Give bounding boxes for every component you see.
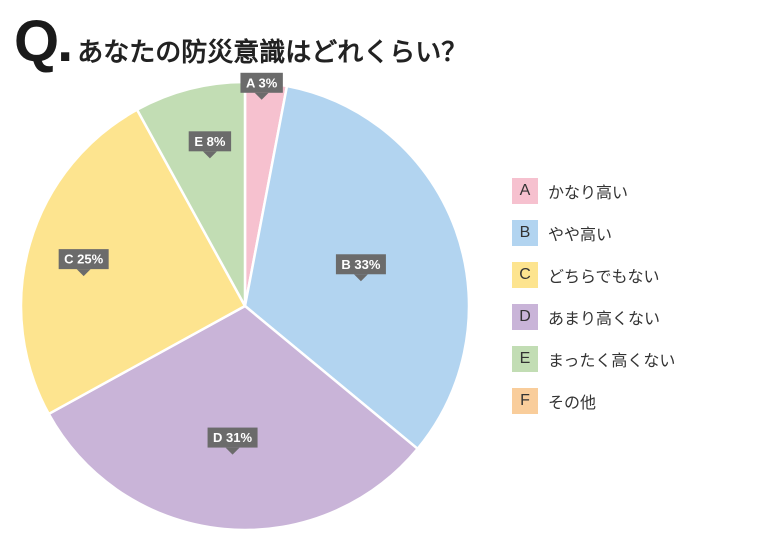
question-mark: Q. <box>14 9 73 74</box>
legend-label-f: その他 <box>548 393 597 412</box>
legend-item-f: F その他 <box>512 387 675 415</box>
callout-box-d <box>207 427 258 448</box>
callout-e: E 8% <box>188 131 232 159</box>
legend-swatch-a: A <box>512 178 538 204</box>
pie-slice-c <box>19 108 247 416</box>
callout-label-d: D 31% <box>213 430 252 445</box>
legend-label-d: あまり高くない <box>548 309 661 328</box>
legend-swatch-f: F <box>512 388 538 414</box>
callout-label-b: B 33% <box>341 257 380 272</box>
legend-item-b: B やや高い <box>512 219 675 247</box>
callout-box-a <box>240 72 283 93</box>
legend-swatch-c: C <box>512 262 538 288</box>
callout-b: B 33% <box>335 254 386 282</box>
callout-pointer-b <box>353 274 368 282</box>
legend-swatch-b: B <box>512 220 538 246</box>
legend-label-b: やや高い <box>548 225 613 244</box>
legend-item-a: A かなり高い <box>512 177 675 205</box>
callout-pointer-c <box>76 269 91 277</box>
callout-pointer-d <box>225 447 240 455</box>
legend-item-c: C どちらでもない <box>512 261 675 289</box>
callout-pointer-a <box>254 92 269 100</box>
pie-slice-d <box>47 304 420 532</box>
callout-label-e: E 8% <box>194 134 226 149</box>
callout-d: D 31% <box>207 427 258 455</box>
callout-box-c <box>58 249 109 270</box>
legend-label-a: かなり高い <box>548 183 629 202</box>
callout-pointer-e <box>202 151 217 159</box>
question-text: あなたの防災意識はどれくらい？ <box>77 38 468 68</box>
pie-callouts: A 3% B 33% D 31% C 25% E 8% <box>58 72 386 455</box>
callout-a: A 3% <box>240 72 283 100</box>
callout-label-a: A 3% <box>246 75 278 90</box>
callout-box-e <box>188 131 232 152</box>
callout-c: C 25% <box>58 249 109 277</box>
legend-item-d: D あまり高くない <box>512 303 675 331</box>
legend: A かなり高い B やや高い C どちらでもない D あまり高くない E まったく高くない F その他 <box>512 177 675 429</box>
callout-label-c: C 25% <box>64 252 103 267</box>
legend-label-e: まったく高くない <box>548 351 676 370</box>
legend-swatch-d: D <box>512 304 538 330</box>
pie-slices <box>19 80 471 532</box>
legend-label-c: どちらでもない <box>548 267 660 286</box>
question-heading: Q. あなたの防災意識はどれくらい？ <box>14 9 468 74</box>
callout-box-b <box>335 254 386 275</box>
legend-swatch-e: E <box>512 346 538 372</box>
legend-item-e: E まったく高くない <box>512 345 675 373</box>
